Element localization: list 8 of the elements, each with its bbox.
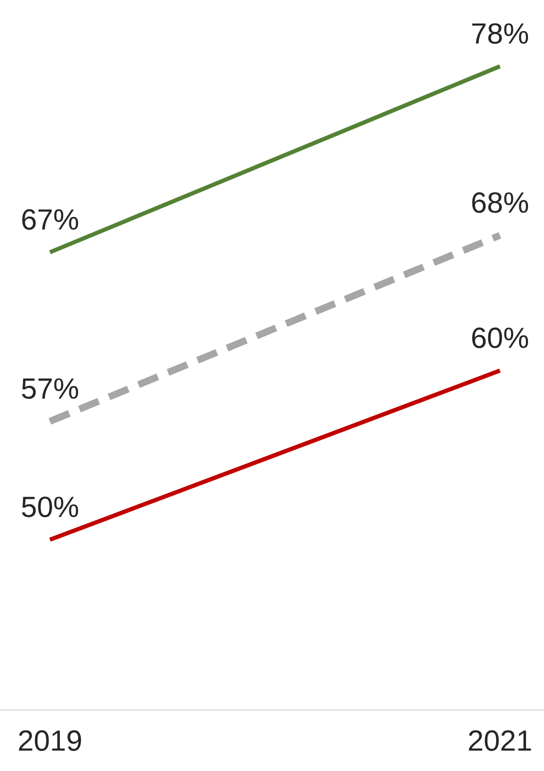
x-tick-label: 2019 bbox=[18, 730, 82, 751]
data-label: 68% bbox=[472, 192, 528, 213]
x-tick-label: 2021 bbox=[468, 730, 531, 751]
data-label: 67% bbox=[22, 209, 78, 230]
data-label: 78% bbox=[472, 23, 528, 44]
data-label: 50% bbox=[22, 496, 78, 518]
data-label: 57% bbox=[22, 378, 78, 399]
data-label: 60% bbox=[472, 328, 528, 348]
